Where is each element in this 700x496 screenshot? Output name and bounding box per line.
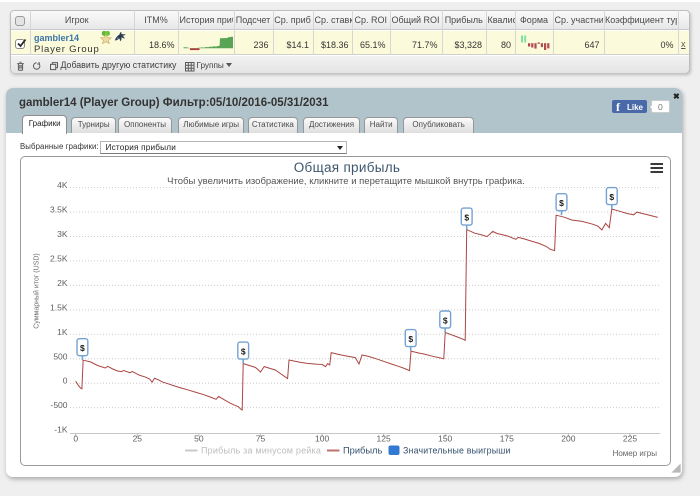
svg-text:75: 75 <box>256 434 266 444</box>
svg-text:200: 200 <box>561 434 575 444</box>
svg-text:$: $ <box>80 343 85 353</box>
svg-text:-500: -500 <box>50 400 67 410</box>
svg-text:100: 100 <box>315 434 329 444</box>
svg-text:2K: 2K <box>57 278 68 288</box>
svg-text:125: 125 <box>377 434 391 444</box>
svg-text:Прибыль за минусом рейка: Прибыль за минусом рейка <box>201 446 321 456</box>
svg-text:-1K: -1K <box>54 425 68 435</box>
svg-text:25: 25 <box>133 434 143 444</box>
svg-text:1.5K: 1.5K <box>50 302 68 312</box>
svg-text:500: 500 <box>53 351 67 361</box>
svg-text:50: 50 <box>194 434 204 444</box>
svg-text:Чтобы увеличить изображение, к: Чтобы увеличить изображение, кликните и … <box>167 176 525 187</box>
svg-text:Суммарный итог (USD): Суммарный итог (USD) <box>33 253 41 329</box>
svg-text:$: $ <box>408 334 413 344</box>
svg-text:0: 0 <box>73 434 78 444</box>
svg-text:$: $ <box>241 347 246 357</box>
svg-text:1K: 1K <box>57 327 68 337</box>
svg-text:2.5K: 2.5K <box>50 253 68 263</box>
svg-text:$: $ <box>609 192 614 202</box>
svg-text:Общая прибыль: Общая прибыль <box>294 160 401 175</box>
svg-text:225: 225 <box>623 434 637 444</box>
svg-text:Номер игры: Номер игры <box>613 449 658 458</box>
svg-text:3K: 3K <box>57 229 68 239</box>
svg-text:3.5K: 3.5K <box>50 205 68 215</box>
svg-text:Значительные выигрыши: Значительные выигрыши <box>403 446 511 456</box>
svg-text:Прибыль: Прибыль <box>343 446 382 456</box>
svg-text:$: $ <box>443 316 448 326</box>
svg-text:$: $ <box>464 213 469 223</box>
svg-text:4K: 4K <box>57 180 68 190</box>
svg-text:$: $ <box>559 198 564 208</box>
svg-text:150: 150 <box>438 434 452 444</box>
svg-text:175: 175 <box>500 434 514 444</box>
svg-text:0: 0 <box>63 376 68 386</box>
